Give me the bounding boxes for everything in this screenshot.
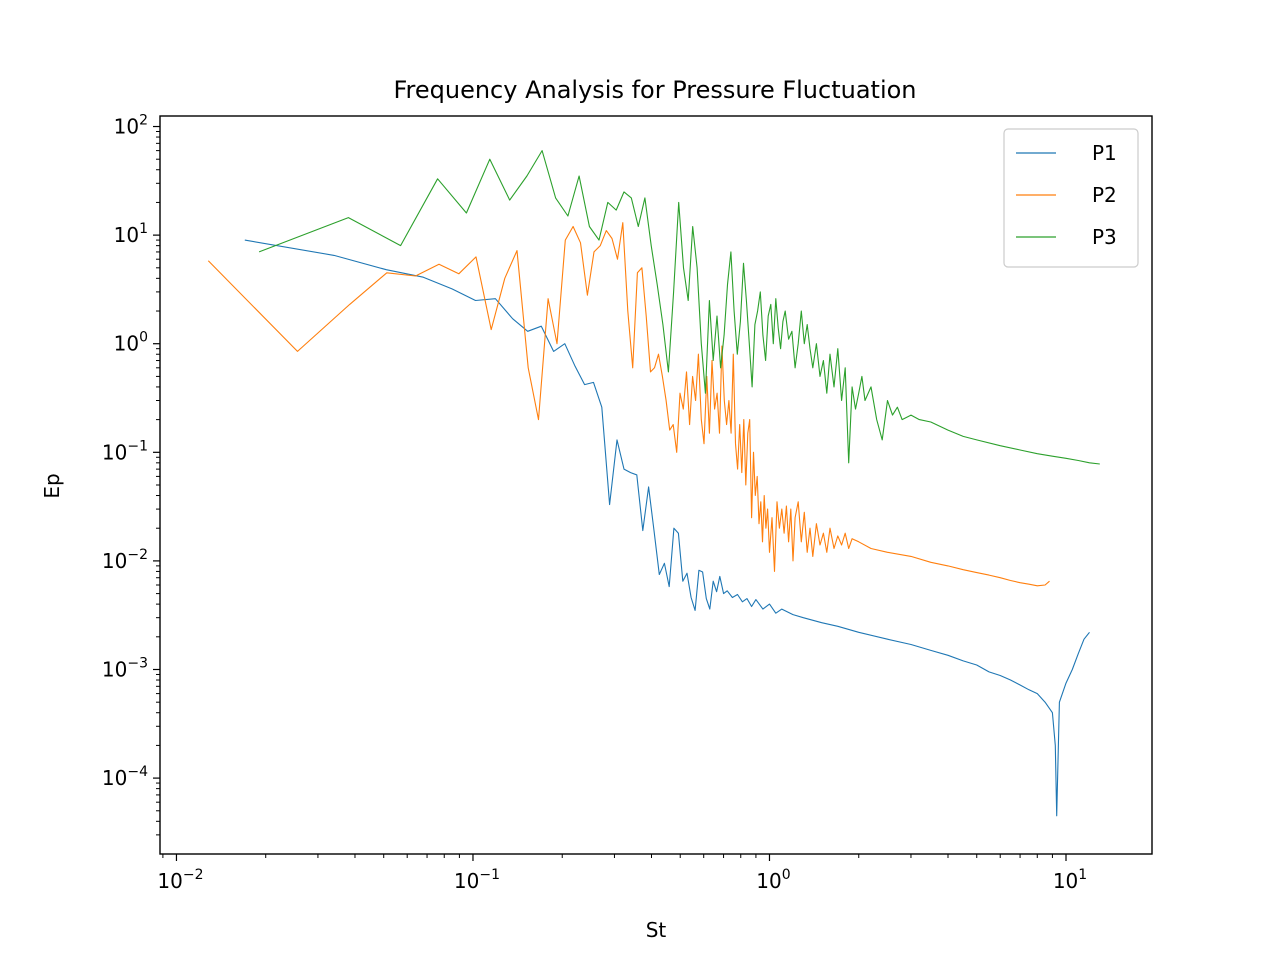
x-tick-label: 10−2 (157, 867, 203, 893)
legend: P1 P2 P3 (1003, 128, 1139, 268)
x-tick-label: 101 (1053, 867, 1087, 893)
y-tick-label: 10−1 (102, 438, 148, 464)
x-axis: 10−2 10−1 100 101 (157, 854, 1087, 893)
y-tick-label: 101 (114, 221, 148, 247)
legend-label-p2: P2 (1092, 183, 1117, 207)
series-line-p1 (244, 239, 1090, 817)
y-tick-label: 10−2 (102, 547, 148, 573)
legend-box (1003, 128, 1139, 268)
y-tick-label: 10−3 (102, 656, 148, 682)
series-layer (207, 150, 1100, 817)
legend-label-p3: P3 (1092, 225, 1117, 249)
chart-title: Frequency Analysis for Pressure Fluctuat… (393, 76, 916, 104)
y-tick-label: 100 (114, 330, 148, 356)
y-axis: 10−4 10−3 10−2 10−1 100 101 102 (102, 113, 160, 836)
y-axis-label: Ep (40, 473, 64, 498)
x-tick-label: 100 (756, 867, 790, 893)
y-tick-label: 10−4 (102, 764, 148, 790)
series-line-p2 (207, 222, 1050, 587)
x-tick-label: 10−1 (454, 867, 500, 893)
series-line-p3 (258, 150, 1100, 465)
x-axis-label: St (646, 918, 667, 942)
y-tick-label: 102 (114, 113, 148, 139)
legend-label-p1: P1 (1092, 141, 1117, 165)
